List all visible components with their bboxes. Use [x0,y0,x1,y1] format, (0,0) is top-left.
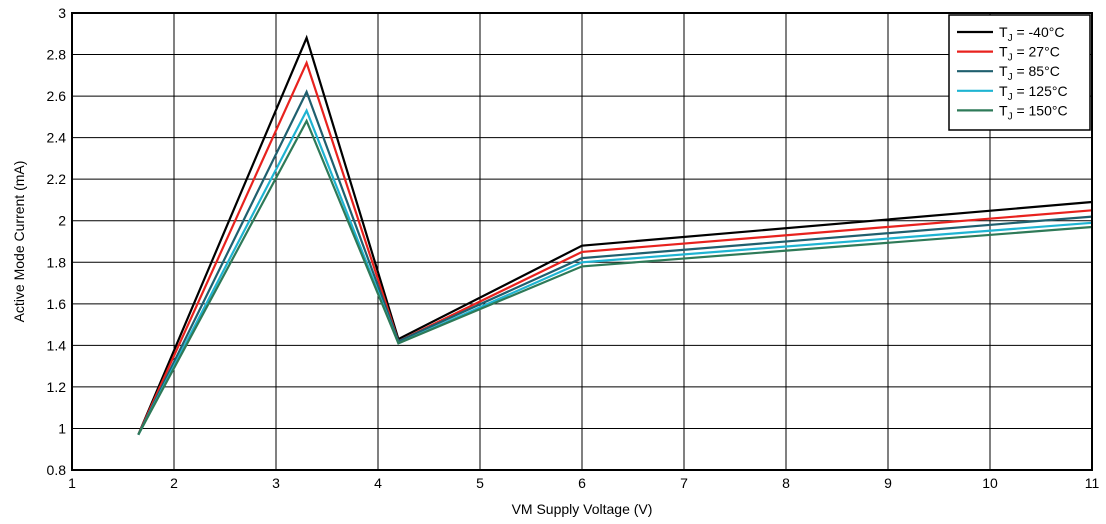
y-tick-label: 1.6 [47,296,67,312]
y-tick-label: 1 [58,420,66,436]
y-tick-label: 2.8 [47,47,67,63]
x-tick-label: 11 [1085,475,1100,491]
legend-entry-label: TJ = -40°C [999,24,1064,44]
y-tick-label: 2.2 [47,171,67,187]
x-tick-label: 7 [680,475,688,491]
y-tick-label: 2.6 [47,88,67,104]
legend-entry-label: TJ = 85°C [999,63,1060,83]
y-tick-label: 1.4 [47,337,67,353]
series-lines [137,34,1093,436]
x-tick-label: 6 [578,475,586,491]
x-tick-label: 2 [170,475,178,491]
y-tick-label: 1.2 [47,379,67,395]
x-tick-label: 3 [272,475,280,491]
y-tick-label: 2.4 [47,130,67,146]
x-tick-label: 1 [68,475,76,491]
legend: TJ = -40°CTJ = 27°CTJ = 85°CTJ = 125°CTJ… [948,14,1091,131]
legend-entry-label: TJ = 125°C [999,83,1068,103]
series-line-4 [137,107,1093,436]
y-tick-label: 2 [58,213,66,229]
x-axis-title: VM Supply Voltage (V) [512,501,653,517]
series-line-5 [137,118,1093,436]
y-tick-label: 0.8 [47,462,67,478]
x-tick-label: 10 [982,475,998,491]
legend-entry-label: TJ = 150°C [999,102,1068,122]
x-tick-label: 4 [374,475,382,491]
x-tick-label: 8 [782,475,790,491]
legend-entry-label: TJ = 27°C [999,44,1060,64]
x-tick-labels: 1 2 3 4 5 6 7 8 9 10 11 [68,475,1099,491]
y-tick-label: 1.8 [47,254,67,270]
x-tick-label: 9 [884,475,892,491]
y-axis-title: Active Mode Current (mA) [11,161,27,323]
y-tick-label: 3 [58,5,66,21]
x-tick-label: 5 [476,475,484,491]
plot-frame [71,12,1093,471]
y-tick-labels: 0.8 1 1.2 1.4 1.6 1.8 2 2.2 2.4 2.6 2.8 3 [47,5,67,478]
